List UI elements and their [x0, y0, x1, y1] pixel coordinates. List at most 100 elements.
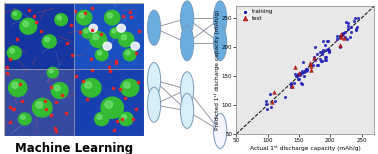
Point: [311, 57, 317, 60]
Circle shape: [131, 42, 139, 50]
Circle shape: [12, 82, 18, 88]
Circle shape: [121, 79, 139, 96]
Bar: [4, 69, 74, 136]
Point: [263, 99, 270, 102]
Point: [338, 46, 344, 48]
Point: [324, 40, 330, 42]
Point: [310, 64, 316, 67]
Ellipse shape: [214, 26, 227, 61]
Point: [354, 26, 360, 28]
Point: [292, 73, 298, 75]
Point: [319, 60, 325, 63]
Point: [297, 81, 304, 84]
Circle shape: [95, 49, 108, 61]
Point: [271, 91, 277, 94]
Point: [282, 96, 288, 98]
Point: [297, 73, 303, 76]
Point: [295, 78, 301, 80]
Point: [267, 93, 273, 95]
Point: [342, 36, 348, 39]
Circle shape: [89, 24, 98, 32]
Bar: [4, 3, 74, 69]
Point: [304, 69, 310, 71]
Ellipse shape: [147, 10, 161, 45]
Bar: [4, 69, 74, 136]
Point: [299, 60, 305, 63]
Circle shape: [104, 10, 120, 25]
Point: [336, 35, 342, 37]
Circle shape: [118, 32, 134, 47]
Point: [295, 73, 301, 76]
Legend: training, test: training, test: [239, 9, 274, 21]
Point: [302, 70, 308, 73]
Point: [293, 75, 299, 77]
Ellipse shape: [180, 93, 194, 128]
Circle shape: [47, 67, 58, 78]
Point: [348, 31, 354, 33]
Point: [319, 51, 325, 53]
Point: [342, 31, 348, 33]
Circle shape: [124, 82, 130, 88]
Circle shape: [23, 21, 29, 27]
Circle shape: [117, 24, 125, 32]
Point: [319, 40, 325, 43]
Point: [301, 70, 307, 73]
Point: [291, 82, 297, 84]
Circle shape: [76, 10, 92, 25]
Point: [288, 84, 294, 86]
Circle shape: [82, 28, 93, 38]
Circle shape: [103, 42, 112, 50]
Point: [288, 86, 294, 89]
Circle shape: [55, 14, 67, 26]
Circle shape: [51, 83, 68, 98]
Point: [272, 99, 278, 102]
Point: [341, 37, 347, 39]
Circle shape: [101, 97, 123, 118]
Circle shape: [125, 51, 130, 55]
Point: [312, 59, 318, 62]
Circle shape: [10, 49, 15, 53]
Circle shape: [110, 28, 121, 38]
Point: [337, 44, 343, 46]
Circle shape: [97, 115, 102, 119]
Point: [268, 105, 274, 108]
Circle shape: [9, 79, 27, 96]
Circle shape: [107, 13, 113, 18]
Point: [334, 35, 340, 37]
Point: [323, 59, 329, 61]
Point: [342, 21, 349, 23]
Point: [296, 73, 302, 75]
Circle shape: [90, 32, 107, 47]
Point: [323, 49, 329, 51]
Point: [308, 65, 314, 67]
Point: [269, 101, 275, 103]
Bar: [74, 3, 144, 69]
Point: [339, 31, 345, 34]
Point: [347, 35, 353, 38]
Point: [326, 49, 332, 51]
Point: [311, 56, 317, 59]
Ellipse shape: [180, 1, 194, 36]
Circle shape: [7, 46, 21, 59]
Point: [322, 59, 328, 61]
X-axis label: Actual 1ˢᵗ discharge capacity (mAh/g): Actual 1ˢᵗ discharge capacity (mAh/g): [250, 145, 361, 151]
Circle shape: [119, 112, 133, 126]
Point: [317, 51, 323, 53]
Point: [263, 103, 270, 105]
Point: [344, 37, 350, 40]
Point: [264, 107, 270, 110]
Circle shape: [45, 37, 50, 42]
Point: [351, 20, 357, 22]
Circle shape: [13, 12, 17, 15]
Point: [296, 72, 302, 75]
Point: [301, 75, 307, 77]
Point: [308, 69, 314, 71]
Point: [311, 46, 318, 48]
Point: [303, 67, 309, 70]
Circle shape: [36, 102, 43, 108]
Point: [288, 81, 294, 84]
Point: [302, 69, 308, 72]
Circle shape: [123, 49, 136, 61]
Point: [322, 44, 328, 46]
Circle shape: [93, 34, 99, 40]
